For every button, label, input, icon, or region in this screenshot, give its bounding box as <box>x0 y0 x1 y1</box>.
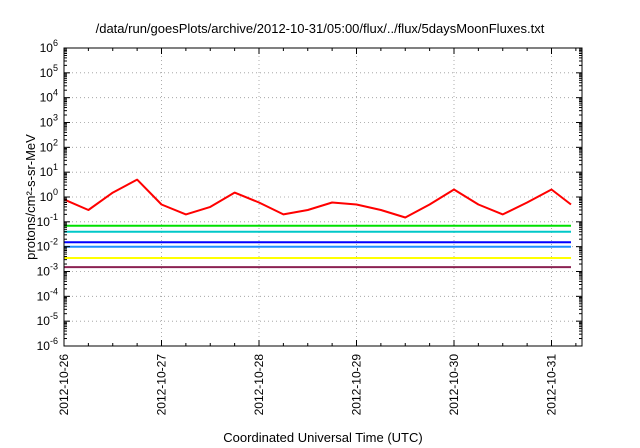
y-tick-label: 10-3 <box>37 262 58 279</box>
x-tick-label: 2012-10-26 <box>57 354 71 416</box>
y-tick-label: 103 <box>40 113 58 130</box>
y-tick-label: 106 <box>40 38 58 55</box>
y-axis-label: protons/cm²-s-sr-MeV <box>23 134 38 260</box>
y-tick-label: 100 <box>40 187 58 204</box>
x-tick-label: 2012-10-30 <box>447 354 461 416</box>
grid-layer <box>64 48 582 346</box>
chart-title: /data/run/goesPlots/archive/2012-10-31/0… <box>95 21 545 36</box>
y-tick-label: 10-1 <box>37 212 58 229</box>
x-axis-label: Coordinated Universal Time (UTC) <box>223 430 423 445</box>
series-line-0 <box>63 178 572 219</box>
x-tick-label: 2012-10-31 <box>545 354 559 416</box>
x-tick-layer: 2012-10-26 2012-10-27 2012-10-28 2012-10-29… <box>57 48 577 416</box>
y-tick-label: 10-4 <box>37 286 58 303</box>
y-tick-label: 105 <box>40 63 58 80</box>
y-tick-label: 10-5 <box>37 311 58 328</box>
y-tick-label: 10-6 <box>37 336 58 353</box>
y-tick-label: 101 <box>40 162 58 179</box>
y-tick-layer: 10-6 10-5 10-4 10-3 10-2 10-1 100 101 102 103 104 1… <box>37 38 582 353</box>
series-layer <box>63 178 572 269</box>
x-tick-label: 2012-10-28 <box>252 354 266 416</box>
y-tick-label: 102 <box>40 137 58 154</box>
y-tick-label: 10-2 <box>37 237 58 254</box>
x-tick-label: 2012-10-29 <box>350 354 364 416</box>
x-tick-label: 2012-10-27 <box>155 354 169 416</box>
y-tick-label: 104 <box>40 88 58 105</box>
